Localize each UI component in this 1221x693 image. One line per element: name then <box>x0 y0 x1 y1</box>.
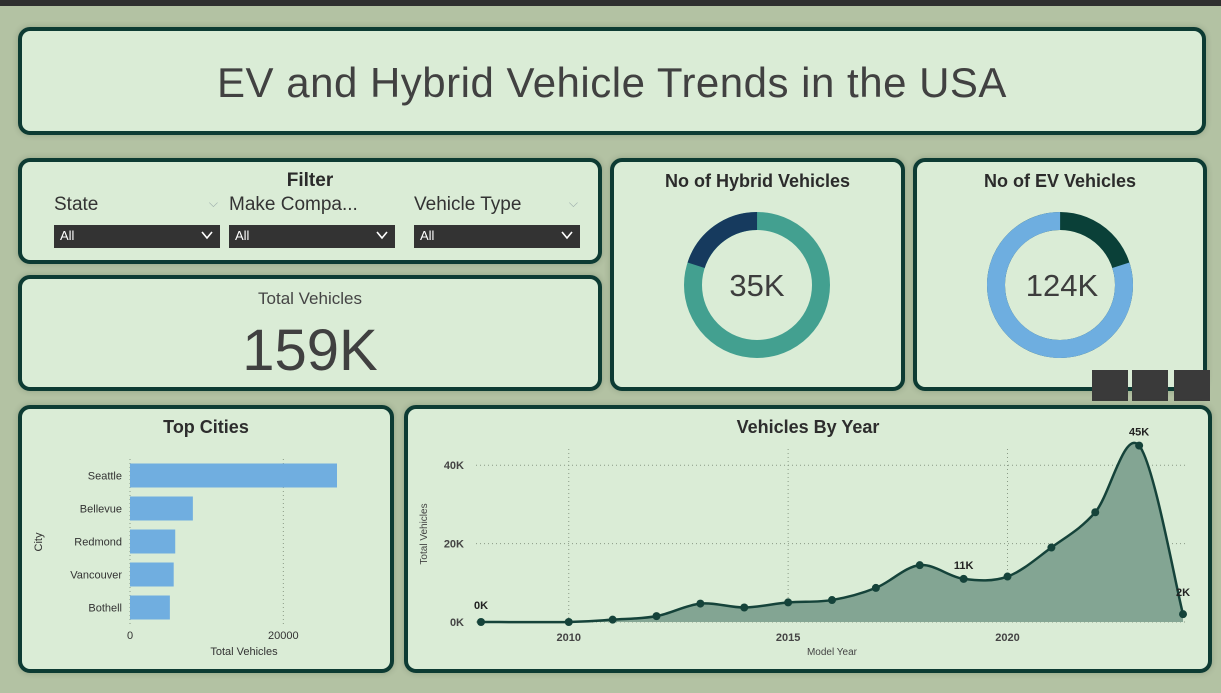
bar-label-redmond: Redmond <box>74 537 122 549</box>
data-point-2014 <box>740 603 749 612</box>
ev-vehicles-value: 124K <box>1026 268 1099 303</box>
donut-segment <box>987 212 1133 358</box>
bar-redmond <box>130 529 176 554</box>
bar-bothell <box>130 595 170 620</box>
vehicle-type-dropdown[interactable]: All <box>414 225 580 248</box>
data-point-2024 <box>1179 610 1187 619</box>
chevron-down-icon[interactable]: ⌵ <box>568 196 578 210</box>
x-tick-label: 20000 <box>268 630 299 642</box>
pin-icon[interactable] <box>1092 370 1128 401</box>
state-dropdown-value: All <box>60 228 75 243</box>
data-point-2018 <box>915 561 924 570</box>
y-tick-label: 20K <box>444 539 464 551</box>
chevron-down-icon <box>561 231 573 240</box>
data-point-2021 <box>1047 543 1056 552</box>
data-point-2022 <box>1091 508 1100 517</box>
make-company-slicer-label: Make Compa... <box>229 194 358 215</box>
x-tick-label: 2020 <box>995 632 1019 644</box>
hybrid-vehicles-card: No of Hybrid Vehicles 35K <box>610 158 905 391</box>
donut-segment <box>684 212 831 358</box>
vehicles-by-year-card: Vehicles By Year 0K 20K 40K 2010 2015 2020 0K 1… <box>404 405 1212 673</box>
data-point-2017 <box>871 583 880 592</box>
x-axis-label: Total Vehicles <box>210 646 278 658</box>
data-point-2023 <box>1135 441 1144 450</box>
ev-donut-chart: 124K <box>987 212 1133 358</box>
make-company-dropdown-value: All <box>235 228 250 243</box>
chevron-down-icon <box>376 231 388 240</box>
vehicles-by-year-chart: 0K 20K 40K 2010 2015 2020 0K 11K 45K 2K Model Year… <box>419 427 1190 658</box>
visual-header-icons <box>1092 370 1212 404</box>
data-point-2019 <box>959 574 968 583</box>
data-point-2013 <box>696 599 705 608</box>
total-vehicles-label: Total Vehicles <box>258 289 362 308</box>
filter-title: Filter <box>286 170 334 191</box>
ev-vehicles-card: No of EV Vehicles 124K <box>913 158 1207 391</box>
data-point-2008 <box>477 618 485 626</box>
hybrid-vehicles-value: 35K <box>729 268 784 303</box>
data-label: 0K <box>474 600 488 612</box>
y-axis-label: Total Vehicles <box>419 503 430 564</box>
top-cities-chart: Seattle Bellevue Redmond Vancouver Bothell 0 2… <box>33 459 337 658</box>
data-point-2012 <box>652 612 661 621</box>
bar-bellevue <box>130 496 193 521</box>
ev-vehicles-title: No of EV Vehicles <box>983 171 1137 191</box>
state-dropdown[interactable]: All <box>54 225 220 248</box>
data-point-2015 <box>784 598 793 607</box>
hybrid-vehicles-title: No of Hybrid Vehicles <box>664 171 851 191</box>
chevron-down-icon <box>201 231 213 240</box>
chevron-down-icon[interactable]: ⌵ <box>208 196 218 210</box>
vehicle-type-dropdown-value: All <box>420 228 435 243</box>
make-company-dropdown[interactable]: All <box>229 225 395 248</box>
hybrid-donut-chart: 35K <box>684 212 831 358</box>
y-tick-label: 40K <box>444 460 464 472</box>
filter-panel: Filter State ⌵ All Make Compa... All Vehi… <box>18 158 602 264</box>
bar-label-vancouver: Vancouver <box>70 570 122 582</box>
top-window-bar <box>0 0 1221 6</box>
top-cities-card: Top Cities Seattle Bellevue Redmond Vancouv… <box>18 405 394 673</box>
data-point-2010 <box>564 618 573 626</box>
state-slicer: State ⌵ All <box>54 194 220 248</box>
state-slicer-label: State <box>54 194 99 215</box>
page-title: EV and Hybrid Vehicle Trends in the USA <box>217 59 1007 106</box>
x-axis-label: Model Year <box>807 647 858 658</box>
x-tick-label: 2010 <box>557 632 581 644</box>
bar-label-bellevue: Bellevue <box>80 504 122 516</box>
top-cities-title: Top Cities <box>163 417 249 437</box>
area-fill <box>481 442 1183 623</box>
make-company-slicer: Make Compa... All <box>229 194 395 248</box>
bar-vancouver <box>130 562 174 587</box>
data-point-2020 <box>1003 572 1012 581</box>
copy-icon[interactable] <box>1132 370 1168 401</box>
title-card: EV and Hybrid Vehicle Trends in the USA <box>18 27 1206 135</box>
bar-label-seattle: Seattle <box>88 471 122 483</box>
bar-label-bothell: Bothell <box>88 603 122 615</box>
data-point-2011 <box>608 615 617 624</box>
total-vehicles-card: Total Vehicles 159K <box>18 275 602 391</box>
total-vehicles-value: 159K <box>242 318 378 383</box>
vehicles-by-year-title: Vehicles By Year <box>736 417 880 437</box>
x-tick-label: 0 <box>127 630 133 642</box>
data-label: 11K <box>954 560 974 572</box>
x-tick-label: 2015 <box>776 632 800 644</box>
vehicle-type-slicer-label: Vehicle Type <box>414 194 522 215</box>
vehicle-type-slicer: Vehicle Type ⌵ All <box>414 194 580 248</box>
bar-seattle <box>130 463 337 488</box>
data-label: 2K <box>1176 587 1190 599</box>
y-tick-label: 0K <box>450 617 464 629</box>
data-point-2016 <box>828 596 836 605</box>
data-label: 45K <box>1129 427 1149 439</box>
more-options-icon[interactable] <box>1174 370 1210 401</box>
y-axis-label: City <box>33 532 45 551</box>
